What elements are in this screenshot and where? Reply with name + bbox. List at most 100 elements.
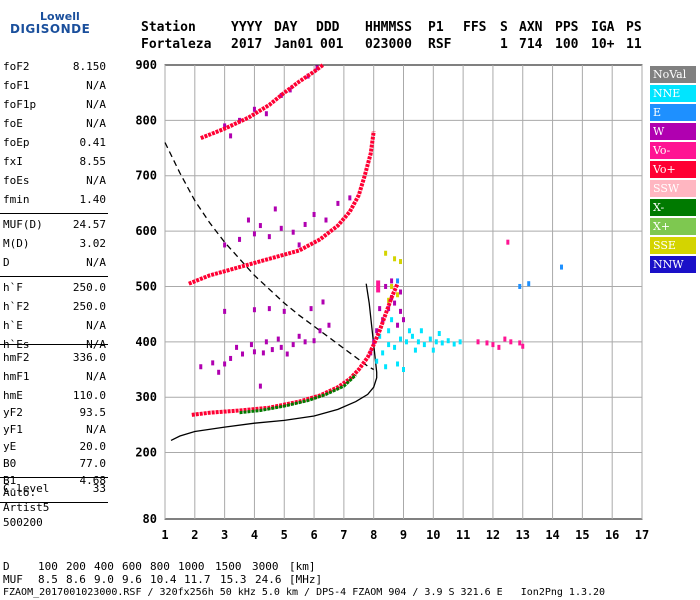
- param-row: yF2 93.5: [3, 406, 106, 425]
- header-value-station: Fortaleza: [141, 37, 212, 52]
- param-row: B0 77.0: [3, 457, 106, 476]
- x-tick-label: 16: [605, 528, 619, 542]
- muf-distance: 600: [122, 560, 142, 573]
- echo-point: [261, 350, 265, 356]
- echo-point: [258, 223, 262, 229]
- echo-point: [291, 229, 295, 235]
- echo-point: [431, 347, 435, 353]
- param-name: yF2: [3, 406, 23, 419]
- x-tick-label: 12: [486, 528, 500, 542]
- param-value: 8.150: [72, 60, 106, 73]
- echo-point: [258, 383, 262, 389]
- echo-point: [384, 364, 388, 370]
- param-value: N/A: [86, 98, 106, 111]
- echo-point: [396, 292, 400, 298]
- param-value: 24.57: [72, 218, 106, 231]
- echo-point: [399, 259, 403, 265]
- y-tick-label: 700: [135, 169, 157, 183]
- y-tick-label: 500: [135, 279, 157, 293]
- echo-point: [303, 221, 307, 227]
- param-row: MUF(D) 24.57: [3, 218, 106, 237]
- echo-point: [476, 339, 480, 345]
- header-label-pps: PPS: [555, 20, 579, 35]
- echo-trace: [188, 131, 376, 286]
- legend-item-x-plus: X+: [650, 218, 696, 235]
- header-label-ffs: FFS: [463, 20, 487, 35]
- param-separator: [0, 213, 108, 214]
- echo-point: [390, 278, 394, 284]
- x-tick-label: 17: [635, 528, 649, 542]
- echo-point: [312, 211, 316, 217]
- param-name: h`F: [3, 281, 23, 294]
- echo-point: [419, 328, 423, 334]
- muf-distance: 800: [150, 560, 170, 573]
- param-panel: foF2 8.150 foF1 N/A foF1p N/A foE N/A foEp 0.…: [0, 0, 110, 540]
- echo-point: [211, 360, 215, 366]
- echo-point: [279, 225, 283, 231]
- param-row: C-level 33: [3, 482, 106, 501]
- header-value-s: 1: [500, 37, 508, 52]
- x-tick-label: 11: [456, 528, 470, 542]
- param-value: N/A: [86, 319, 106, 332]
- echo-point: [404, 339, 408, 345]
- param-name: MUF(D): [3, 218, 43, 231]
- param-value: N/A: [86, 174, 106, 187]
- param-row: foF1 N/A: [3, 79, 106, 98]
- echo-point: [318, 328, 322, 334]
- param-separator: [0, 276, 108, 277]
- echo-point: [378, 333, 382, 339]
- echo-point: [324, 217, 328, 223]
- param-row: foE N/A: [3, 117, 106, 136]
- echo-point: [452, 341, 456, 347]
- echo-point: [402, 317, 405, 323]
- muf-value: 9.0: [94, 573, 114, 586]
- header-value-p1: RSF: [428, 37, 452, 52]
- echo-point: [506, 239, 510, 245]
- param-value: 3.02: [79, 237, 107, 250]
- param-value: 250.0: [72, 281, 106, 294]
- param-row: fxI 8.55: [3, 155, 106, 174]
- echo-point: [270, 347, 274, 353]
- echo-point: [249, 342, 253, 348]
- param-row: foEp 0.41: [3, 136, 106, 155]
- header-value-hhmmss: 023000: [365, 37, 412, 52]
- param-name: yF1: [3, 423, 23, 436]
- x-tick-label: 7: [340, 528, 347, 542]
- echo-point: [264, 339, 268, 345]
- echo-point: [235, 344, 239, 350]
- echo-point: [527, 281, 531, 287]
- echo-point: [446, 338, 450, 344]
- echo-point: [252, 307, 256, 313]
- muf-distance-unit: [km]: [289, 560, 316, 573]
- echo-point: [297, 333, 301, 339]
- muf-distance: 400: [94, 560, 114, 573]
- legend-item-nne: NNE: [650, 85, 696, 102]
- header-value-year: 2017: [231, 37, 263, 52]
- param-row: h`F 250.0: [3, 281, 106, 300]
- echo-point: [497, 344, 501, 350]
- param-name: M(D): [3, 237, 30, 250]
- header-label-iga: IGA: [591, 20, 615, 35]
- echo-point: [390, 283, 394, 289]
- echo-point: [223, 242, 227, 248]
- auto-label: Auto:: [3, 486, 37, 499]
- param-name: hmF2: [3, 351, 30, 364]
- param-row: foF2 8.150: [3, 60, 106, 79]
- header-value-day: Jan01: [274, 37, 314, 52]
- echo-point: [393, 256, 397, 262]
- echo-point: [434, 339, 438, 345]
- echo-point: [312, 338, 316, 344]
- muf-value: 24.6: [255, 573, 282, 586]
- muf-label: MUF: [3, 573, 23, 586]
- header-value-iga: 10+: [591, 37, 615, 52]
- echo-point: [387, 342, 391, 348]
- echo-point: [399, 308, 403, 314]
- echo-point: [297, 242, 301, 248]
- muf-value-unit: [MHz]: [289, 573, 323, 586]
- muf-value: 15.3: [220, 573, 247, 586]
- param-value: 336.0: [72, 351, 106, 364]
- legend-item-x-minus: X-: [650, 199, 696, 216]
- header-label-p1: P1: [428, 20, 444, 35]
- echo-point: [327, 322, 331, 328]
- echo-point: [384, 283, 388, 289]
